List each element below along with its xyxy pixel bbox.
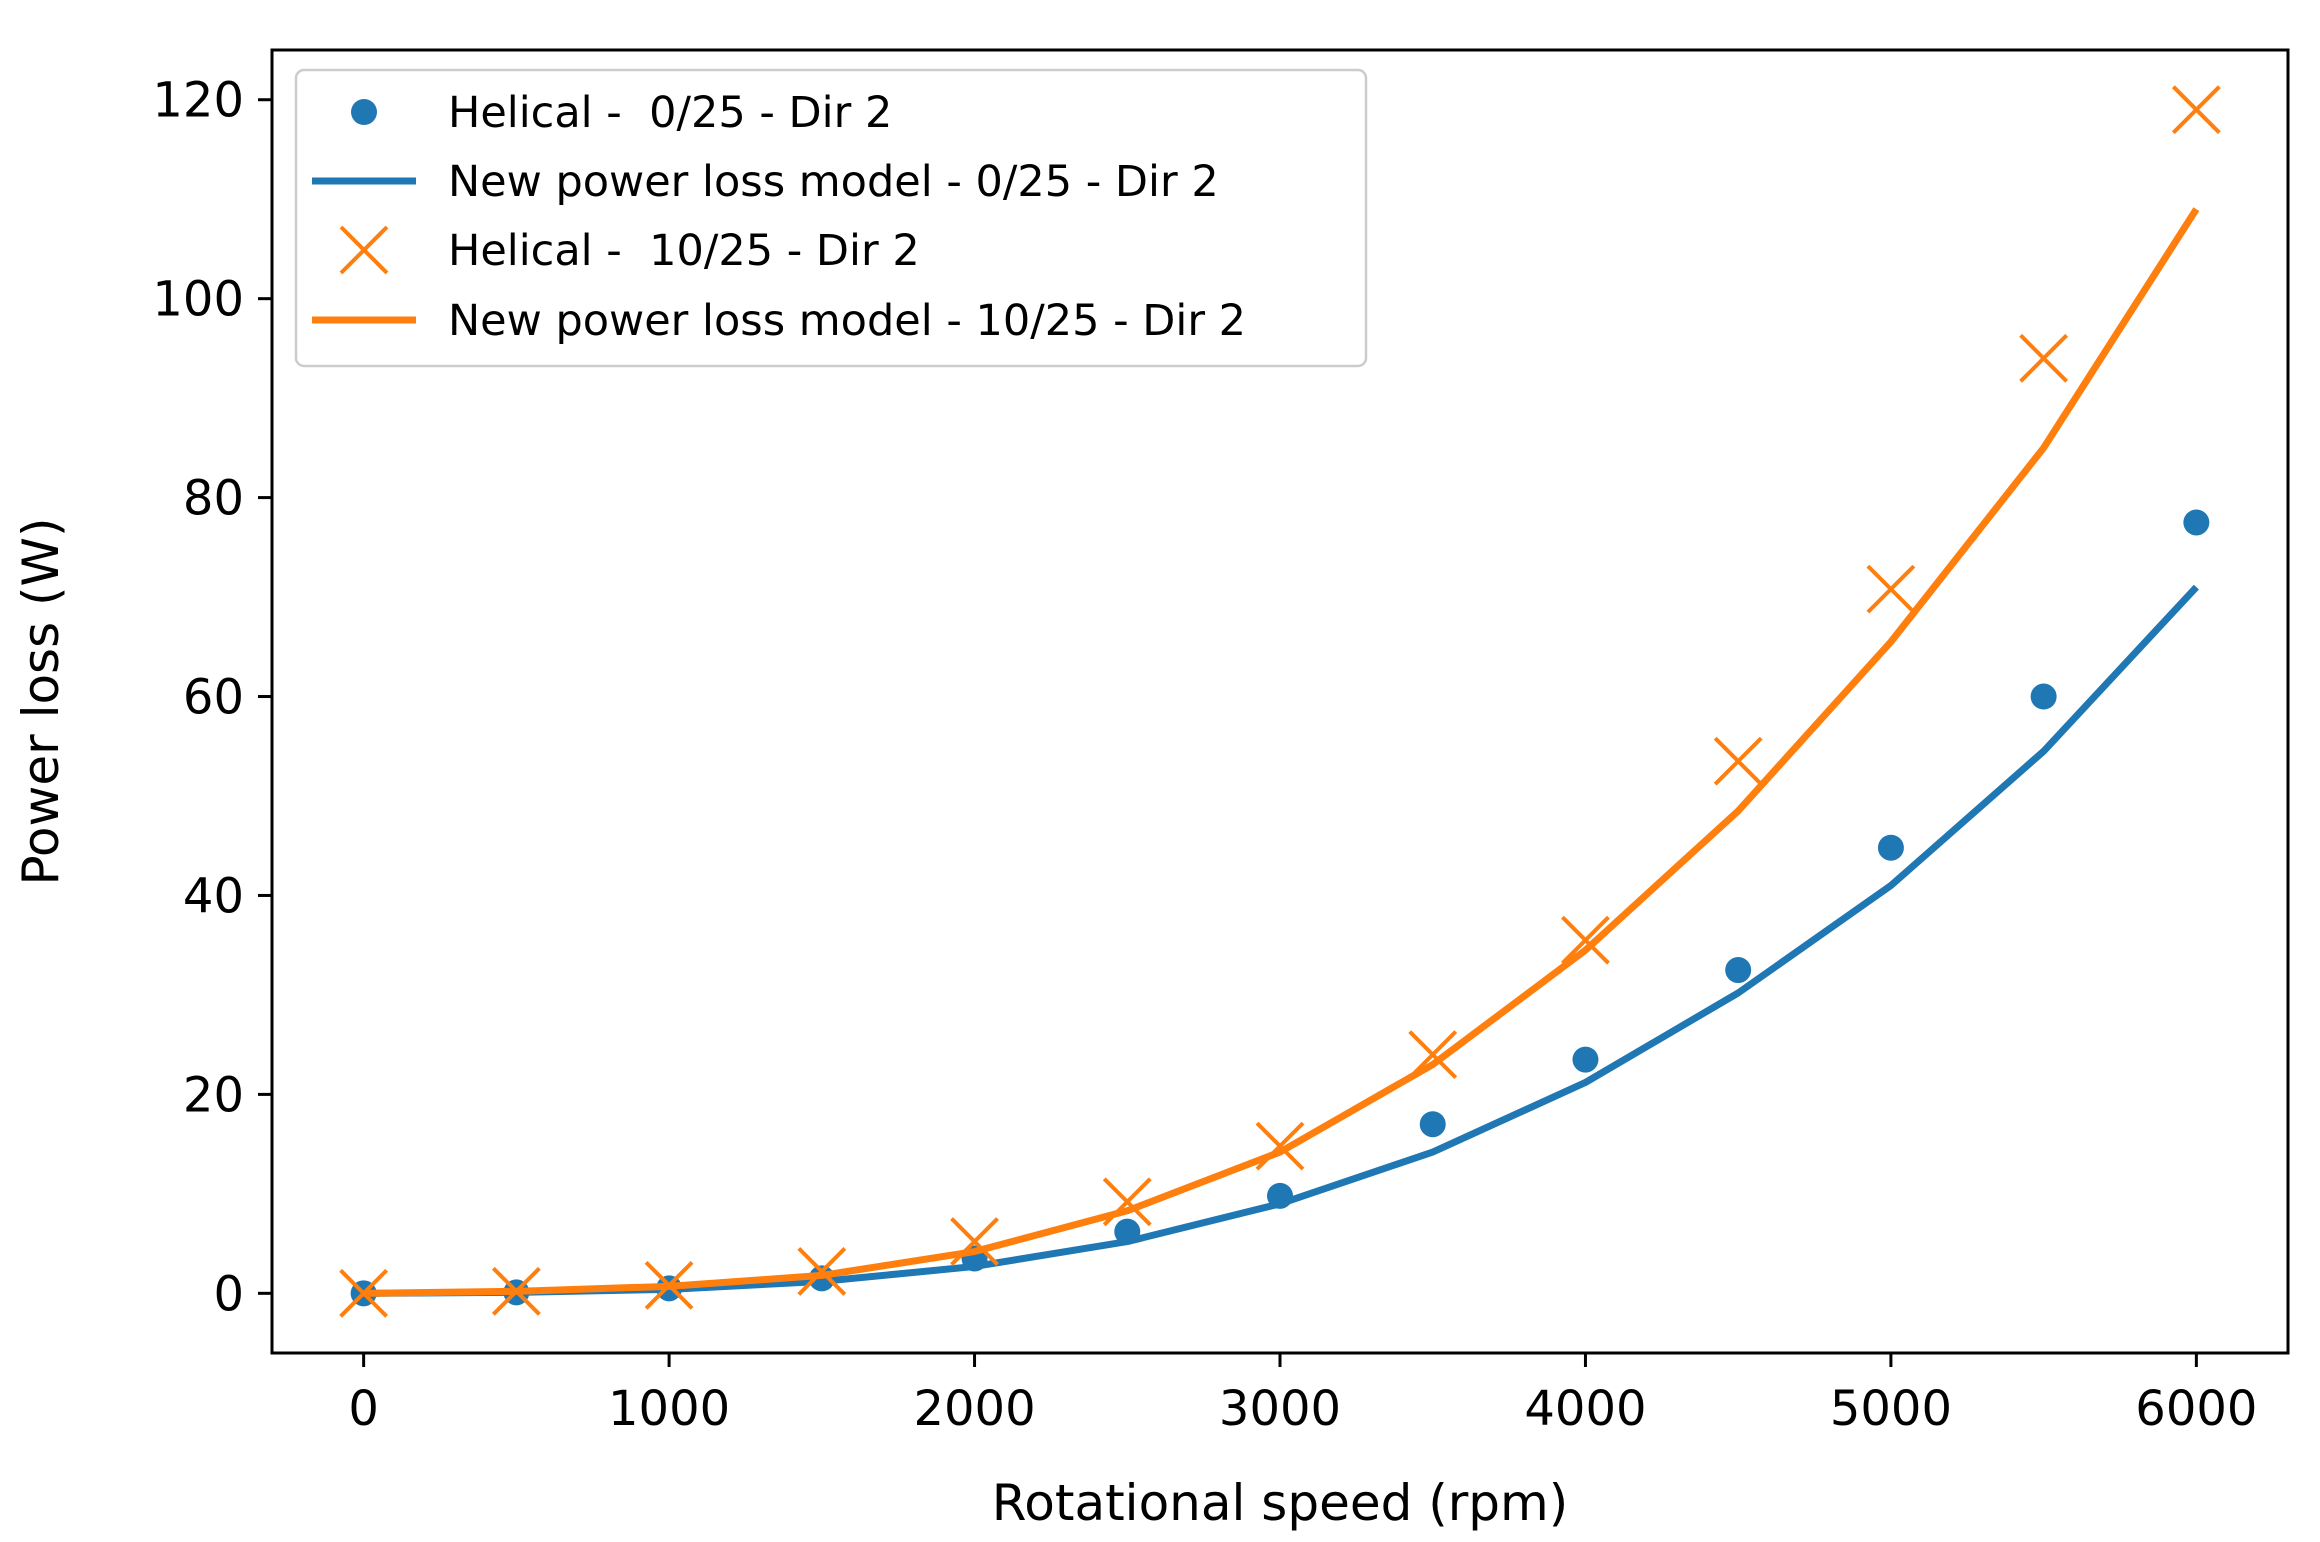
legend-label: New power loss model - 0/25 - Dir 2 bbox=[448, 157, 1219, 207]
y-tick-label: 40 bbox=[183, 868, 244, 924]
legend-entry-new-power-loss-model-0-25-dir-2: New power loss model - 0/25 - Dir 2 bbox=[312, 157, 1219, 207]
y-axis: 0 20 40 60 80 100 120 bbox=[152, 73, 272, 1322]
x-tick-label: 4000 bbox=[1524, 1381, 1646, 1437]
y-tick-label: 120 bbox=[152, 73, 244, 129]
legend-x-swatch bbox=[339, 225, 389, 275]
data-point bbox=[1419, 1111, 1446, 1138]
legend-label: Helical - 0/25 - Dir 2 bbox=[448, 88, 892, 138]
data-point bbox=[1725, 957, 1752, 984]
legend: Helical - 0/25 - Dir 2 New power loss mod… bbox=[294, 68, 1368, 368]
y-tick-label: 60 bbox=[183, 670, 244, 726]
x-tick-label: 0 bbox=[348, 1381, 379, 1437]
x-marker-stroke bbox=[339, 225, 389, 275]
x-tick-label: 5000 bbox=[1830, 1381, 1952, 1437]
y-tick-label: 20 bbox=[183, 1067, 244, 1123]
y-tick-label: 0 bbox=[213, 1266, 244, 1322]
data-point bbox=[2183, 509, 2210, 536]
y-axis-label: Power loss (W) bbox=[12, 518, 70, 886]
x-marker-stroke bbox=[1713, 736, 1763, 786]
legend-entry-helical-0-25-dir-2: Helical - 0/25 - Dir 2 bbox=[351, 88, 892, 138]
data-point bbox=[797, 1247, 847, 1296]
x-tick-label: 3000 bbox=[1219, 1381, 1341, 1437]
legend-box bbox=[294, 68, 1368, 368]
x-marker-stroke bbox=[1866, 564, 1916, 614]
data-point bbox=[1866, 564, 1916, 614]
plot-marks bbox=[339, 85, 2221, 1318]
data-point bbox=[1713, 736, 1763, 786]
data-point bbox=[2030, 683, 2057, 710]
data-point bbox=[2171, 85, 2221, 135]
data-point bbox=[1877, 834, 1904, 861]
data-point bbox=[1561, 915, 1610, 965]
x-tick-label: 2000 bbox=[913, 1381, 1035, 1437]
model-line bbox=[363, 207, 2200, 1297]
data-point bbox=[2019, 333, 2069, 383]
y-tick-label: 80 bbox=[183, 471, 244, 527]
legend-label: New power loss model - 10/25 - Dir 2 bbox=[448, 296, 1246, 346]
x-marker-stroke bbox=[2171, 85, 2221, 135]
series-new-power-loss-model-10-25-dir-2 bbox=[363, 207, 2200, 1297]
x-marker-stroke bbox=[2019, 333, 2069, 383]
x-tick-label: 6000 bbox=[2135, 1381, 2257, 1437]
x-tick-label: 1000 bbox=[608, 1381, 730, 1437]
y-tick-label: 100 bbox=[152, 272, 244, 328]
x-marker-stroke bbox=[1561, 915, 1610, 965]
legend-entry-helical-10-25-dir-2: Helical - 10/25 - Dir 2 bbox=[339, 225, 920, 276]
x-axis: 0 1000 2000 3000 4000 5000 6000 bbox=[348, 1353, 2257, 1437]
data-point bbox=[1572, 1046, 1599, 1073]
legend-label: Helical - 10/25 - Dir 2 bbox=[448, 226, 920, 276]
x-axis-label: Rotational speed (rpm) bbox=[992, 1474, 1569, 1532]
x-marker-stroke bbox=[797, 1247, 847, 1296]
legend-entry-new-power-loss-model-10-25-dir-2: New power loss model - 10/25 - Dir 2 bbox=[312, 296, 1246, 346]
legend-circle-swatch bbox=[351, 99, 377, 125]
